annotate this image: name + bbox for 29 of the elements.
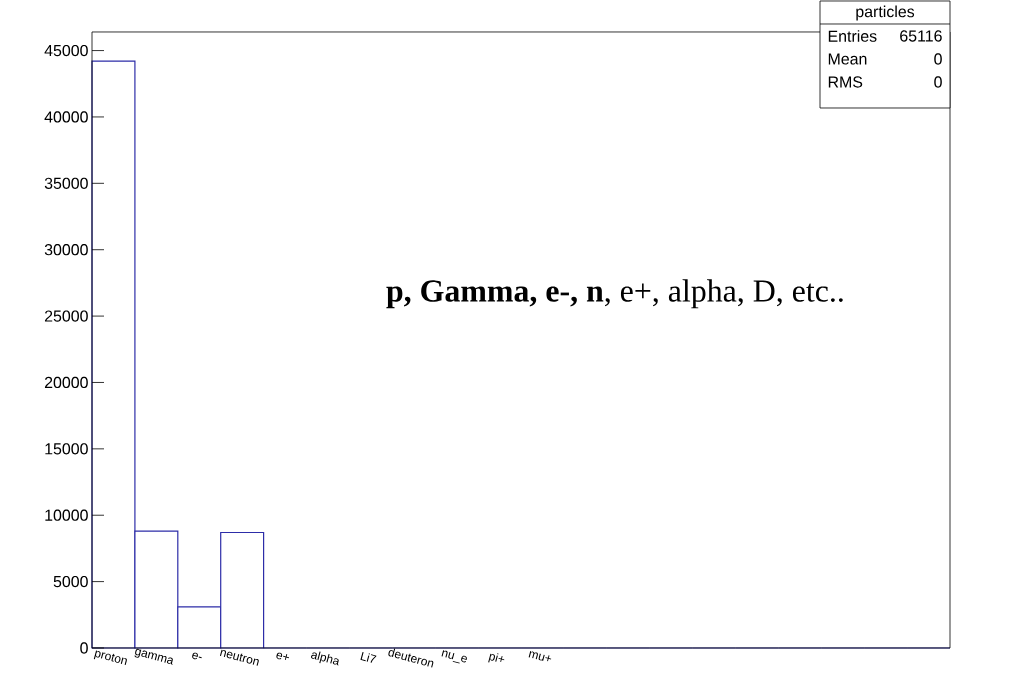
y-tick-label: 40000 [44, 111, 88, 123]
x-tick-label: pi+ [488, 653, 505, 663]
x-tick-label: nu_e [441, 650, 467, 664]
y-tick-label: 0 [80, 642, 88, 654]
x-tick-label: gamma [134, 648, 173, 665]
y-tick-label: 35000 [44, 177, 88, 189]
y-tick-label: 15000 [45, 443, 88, 455]
annotation: p, Gamma, e-, n, e+, alpha, D, etc.. [386, 279, 843, 309]
y-tick-label: 10000 [45, 509, 88, 521]
y-tick-label: 5000 [53, 575, 88, 588]
y-tick-label: 45000 [44, 44, 88, 57]
x-tick-label: alpha [311, 651, 339, 666]
x-tick-label: neutron [219, 649, 259, 666]
x-tick-label: e+ [276, 652, 289, 660]
annotation: RMS [828, 76, 863, 88]
x-tick-label: e- [192, 652, 202, 660]
annotation: 0 [934, 53, 942, 65]
annotation: Mean [828, 53, 867, 65]
x-tick-label: Li7 [360, 651, 377, 663]
x-tick-label: deuteron [388, 648, 434, 668]
y-tick-label: 20000 [44, 376, 88, 389]
x-tick-label: mu+ [528, 651, 552, 662]
annotation: Entries [828, 30, 877, 42]
y-tick-label: 30000 [44, 244, 88, 256]
x-tick-label: proton [93, 650, 127, 665]
annotation: 65116 [900, 30, 942, 42]
y-tick-label: 25000 [44, 310, 88, 322]
annotation: 0 [934, 76, 942, 88]
chart-title: particles [856, 5, 915, 21]
